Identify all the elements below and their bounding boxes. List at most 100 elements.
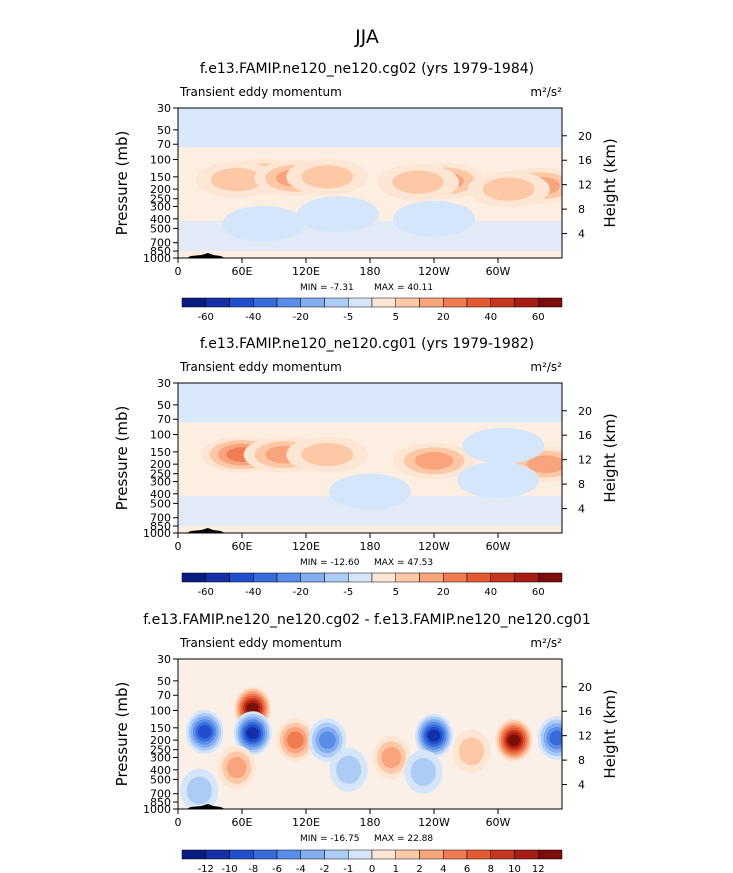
contour-level — [392, 170, 444, 194]
contour-feature — [233, 711, 272, 756]
colorbar-box — [205, 572, 230, 583]
colorbar-label: -8 — [248, 864, 258, 873]
contour-feature — [393, 200, 475, 237]
pressure-tick-label: 30 — [157, 653, 171, 666]
pressure-tick-label: 700 — [150, 512, 171, 525]
colorbar-box — [371, 297, 396, 308]
longitude-tick-label: 60E — [232, 265, 253, 278]
colorbar-box — [253, 849, 278, 860]
colorbar-box — [348, 572, 373, 583]
longitude-tick-label: 180 — [360, 540, 381, 553]
pressure-tick-label: 400 — [150, 764, 171, 777]
variable-label: Transient eddy momentum — [179, 360, 342, 374]
colorbar-box — [490, 572, 515, 583]
topography — [186, 528, 225, 533]
colorbar-box — [538, 297, 563, 308]
contour-feature — [222, 205, 305, 242]
colorbar-box — [276, 572, 301, 583]
contour-level — [246, 727, 259, 740]
colorbar-label: 20 — [437, 312, 450, 323]
panel-title: f.e13.FAMIP.ne120_ne120.cg02 - f.e13.FAM… — [143, 612, 591, 628]
variable-label: Transient eddy momentum — [179, 85, 342, 99]
longitude-tick-label: 0 — [175, 540, 182, 553]
longitude-tick-label: 60W — [486, 816, 511, 829]
colorbar-box — [300, 572, 325, 583]
pressure-tick-label: 200 — [150, 458, 171, 471]
colorbar-box — [324, 572, 349, 583]
colorbar-box — [324, 849, 349, 860]
contour-feature — [286, 436, 369, 473]
colorbar-box — [419, 849, 444, 860]
y-axis-right-title: Height (km) — [601, 138, 619, 227]
pressure-tick-label: 100 — [150, 154, 171, 167]
colorbar-box — [300, 849, 325, 860]
colorbar-label: 60 — [532, 587, 545, 598]
pressure-tick-label: 700 — [150, 237, 171, 250]
contour-feature — [185, 709, 224, 754]
contour-level — [458, 737, 484, 766]
contour-level — [301, 165, 354, 189]
panel-1: f.e13.FAMIP.ne120_ne120.cg02 (yrs 1979-1… — [113, 61, 619, 323]
longitude-tick-label: 0 — [175, 265, 182, 278]
colorbar-label: -40 — [245, 312, 261, 323]
colorbar-box — [371, 849, 396, 860]
pressure-tick-label: 250 — [150, 468, 171, 481]
contour-level — [297, 196, 379, 233]
pressure-tick-label: 850 — [150, 520, 171, 533]
contour-level — [549, 730, 562, 746]
colorbar-box — [514, 849, 539, 860]
height-tick-label: 12 — [578, 454, 592, 467]
pressure-tick-label: 150 — [150, 171, 171, 184]
colorbar-label: 1 — [393, 864, 399, 873]
colorbar-box — [443, 572, 468, 583]
colorbar-label: 4 — [440, 864, 446, 873]
colorbar-label: -1 — [343, 864, 353, 873]
colorbar-box — [466, 572, 491, 583]
figure-title: JJA — [354, 26, 379, 48]
contour-feature — [377, 164, 459, 201]
contour-feature — [467, 171, 550, 208]
colorbar-box — [514, 572, 539, 583]
contour-level — [508, 734, 520, 746]
pressure-tick-label: 250 — [150, 744, 171, 757]
colorbar-box — [229, 849, 254, 860]
pressure-tick-label: 850 — [150, 245, 171, 258]
height-tick-label: 16 — [578, 705, 592, 718]
min-label: MIN = -16.75 — [300, 834, 359, 844]
pressure-tick-label: 200 — [150, 734, 171, 747]
contour-feature — [457, 462, 539, 499]
contour-feature — [329, 747, 368, 792]
units-label: m²/s² — [530, 85, 562, 99]
pressure-tick-label: 1000 — [143, 252, 171, 265]
contour-level — [222, 205, 305, 242]
pressure-tick-label: 100 — [150, 429, 171, 442]
colorbar-box — [538, 849, 563, 860]
height-tick-label: 20 — [578, 130, 592, 143]
contour-level — [427, 729, 441, 742]
colorbar-label: 8 — [488, 864, 494, 873]
contour-feature — [415, 713, 453, 758]
contour-feature — [452, 729, 491, 774]
longitude-tick-label: 60E — [232, 816, 253, 829]
pressure-tick-label: 30 — [157, 377, 171, 390]
min-label: MIN = -12.60 — [300, 558, 360, 568]
pressure-tick-label: 400 — [150, 488, 171, 501]
colorbar-box — [276, 297, 301, 308]
contour-level — [457, 462, 539, 499]
y-axis-title: Pressure (mb) — [113, 682, 131, 787]
pressure-tick-label: 500 — [150, 773, 171, 786]
pressure-tick-label: 1000 — [143, 803, 171, 816]
height-tick-label: 4 — [578, 779, 585, 792]
colorbar: -12 -10 -8 -6 -4 -2 -1 0 1 2 4 6 8 10 12 — [181, 849, 563, 873]
contour-feature — [537, 715, 562, 760]
colorbar: -60 -40 -20 -5 5 20 40 60 — [181, 572, 563, 598]
height-tick-label: 16 — [578, 429, 592, 442]
longitude-tick-label: 180 — [360, 265, 381, 278]
colorbar-box — [419, 572, 444, 583]
colorbar-box — [205, 297, 230, 308]
contour-level — [319, 731, 336, 749]
colorbar-box — [419, 297, 444, 308]
height-tick-label: 12 — [578, 179, 592, 192]
contour-feature — [180, 768, 219, 809]
